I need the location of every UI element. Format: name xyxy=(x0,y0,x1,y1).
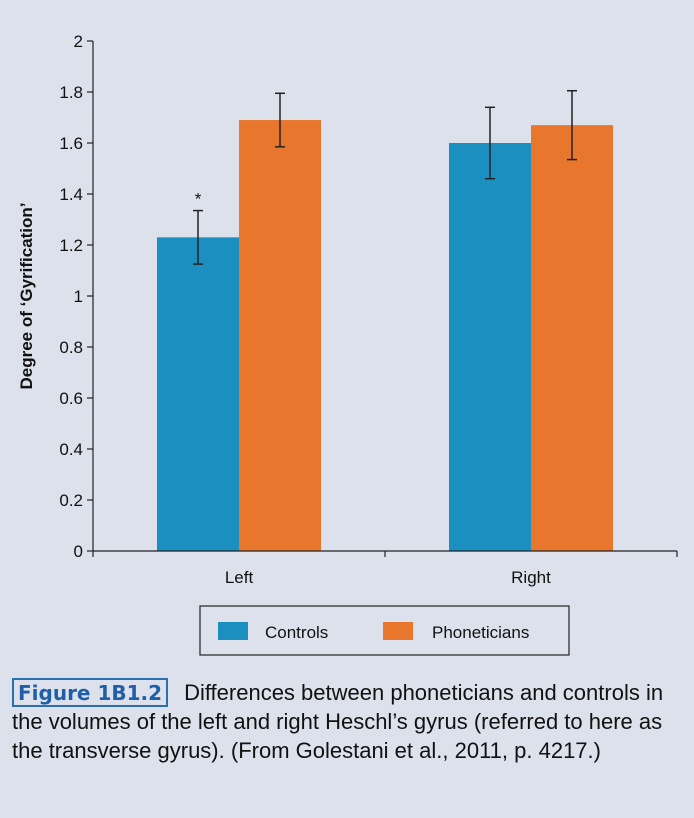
significance-marker: * xyxy=(195,190,202,209)
legend: Controls Phoneticians xyxy=(199,605,570,656)
y-tick-label: 1.8 xyxy=(59,83,83,102)
y-tick-label: 1.4 xyxy=(59,185,83,204)
y-axis-label: Degree of ‘Gyrification’ xyxy=(17,202,36,389)
bar-phoneticians-left xyxy=(239,120,321,552)
bar-chart: 00.20.40.60.811.21.41.61.82 * Left Right … xyxy=(17,32,678,656)
bars xyxy=(157,120,613,552)
bar-controls-left xyxy=(157,237,239,551)
caption-text: Differences between phoneticians and con… xyxy=(12,680,664,763)
figure-label: Figure 1B1.2 xyxy=(12,678,169,707)
legend-swatch-controls xyxy=(218,622,248,640)
y-tick-label: 1.6 xyxy=(59,134,83,153)
annotations: * xyxy=(195,190,202,209)
y-axis-ticks: 0 0.2 0.4 0.6 0.8 1 1.2 1.4 1.6 1.8 2 xyxy=(59,32,93,561)
legend-swatch-phoneticians xyxy=(383,622,413,640)
error-bars xyxy=(193,89,577,265)
x-tick-label: Left xyxy=(225,568,254,587)
y-tick-label: 1.2 xyxy=(59,236,83,255)
y-tick-label: 0 xyxy=(74,542,83,561)
legend-label-controls: Controls xyxy=(265,623,328,642)
y-tick-label: 0.4 xyxy=(59,440,83,459)
y-tick-label: 0.2 xyxy=(59,491,83,510)
y-tick-label: 1 xyxy=(74,287,83,306)
y-tick-label: 0.8 xyxy=(59,338,83,357)
y-tick-label: 0.6 xyxy=(59,389,83,408)
x-axis-ticks: Left Right xyxy=(92,551,678,587)
bar-phoneticians-right xyxy=(531,125,613,552)
y-tick-label: 2 xyxy=(74,32,83,51)
bar-controls-right xyxy=(449,143,531,551)
legend-box xyxy=(199,605,570,656)
x-tick-label: Right xyxy=(511,568,551,587)
legend-label-phoneticians: Phoneticians xyxy=(432,623,529,642)
figure-caption: Figure 1B1.2 Differences between phonetic… xyxy=(12,678,682,765)
